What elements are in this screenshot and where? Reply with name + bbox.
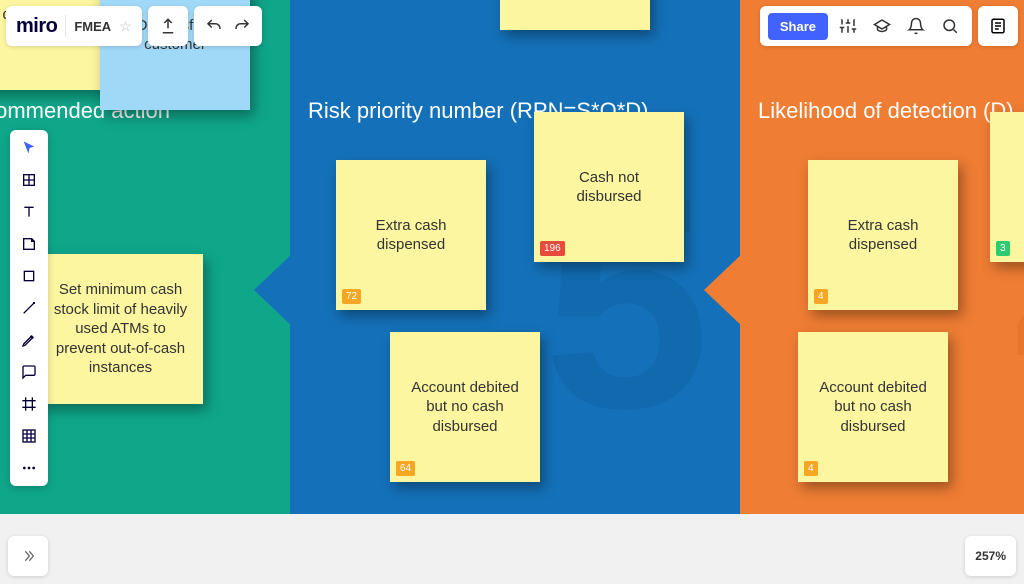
undo-icon[interactable] bbox=[204, 16, 224, 36]
sticky-text: Cash not disbursed bbox=[548, 168, 670, 207]
notes-panel-button[interactable] bbox=[978, 6, 1018, 46]
sticky-badge: 196 bbox=[540, 241, 565, 256]
pen-tool-icon[interactable] bbox=[19, 330, 39, 350]
sticky-tool-icon[interactable] bbox=[19, 234, 39, 254]
sticky-badge: 4 bbox=[804, 461, 818, 476]
sticky-badge: 72 bbox=[342, 289, 361, 304]
sticky-note[interactable]: Set minimum cash stock limit of heavily … bbox=[38, 254, 203, 404]
board-canvas[interactable]: Recommended action 5 Risk priority numbe… bbox=[0, 0, 1024, 584]
arrow-col1-col2 bbox=[254, 252, 294, 328]
zoom-level[interactable]: 257% bbox=[965, 536, 1016, 576]
frame-tool-icon[interactable] bbox=[19, 394, 39, 414]
top-bar-right: Share bbox=[760, 6, 1018, 46]
zoom-value: 257% bbox=[975, 549, 1006, 563]
sticky-note[interactable]: Extra cash dispensed 72 bbox=[336, 160, 486, 310]
shape-tool-icon[interactable] bbox=[19, 266, 39, 286]
presentation-icon[interactable] bbox=[868, 12, 896, 40]
comment-tool-icon[interactable] bbox=[19, 362, 39, 382]
sticky-note[interactable]: Cash not disbursed 3 bbox=[990, 112, 1024, 262]
templates-icon[interactable] bbox=[19, 170, 39, 190]
more-tools-icon[interactable] bbox=[19, 458, 39, 478]
collab-tools-group: Share bbox=[760, 6, 972, 46]
export-group bbox=[148, 6, 188, 46]
undo-redo-group bbox=[194, 6, 262, 46]
sticky-badge: 3 bbox=[996, 241, 1010, 256]
sticky-text: Account debited but no cash disbursed bbox=[404, 378, 526, 437]
board-name[interactable]: FMEA bbox=[74, 19, 111, 34]
top-bar-left: miro FMEA ☆ bbox=[6, 6, 262, 46]
sticky-note[interactable]: Account debited but no cash disbursed 64 bbox=[390, 332, 540, 482]
divider bbox=[65, 15, 66, 37]
sticky-text: Extra cash dispensed bbox=[350, 216, 472, 255]
tools-toolbar bbox=[10, 130, 48, 486]
line-tool-icon[interactable] bbox=[19, 298, 39, 318]
bottom-bar: 257% bbox=[0, 524, 1024, 584]
upload-icon[interactable] bbox=[158, 16, 178, 36]
notifications-icon[interactable] bbox=[902, 12, 930, 40]
settings-icon[interactable] bbox=[834, 12, 862, 40]
redo-icon[interactable] bbox=[232, 16, 252, 36]
sticky-note[interactable]: Account debited but no cash disbursed 4 bbox=[798, 332, 948, 482]
sticky-text: Cash not disbursed bbox=[1004, 168, 1024, 207]
sticky-note[interactable]: Extra cash dispensed 4 bbox=[808, 160, 958, 310]
sticky-note[interactable]: Cash not disbursed 196 bbox=[534, 112, 684, 262]
search-icon[interactable] bbox=[936, 12, 964, 40]
miro-logo[interactable]: miro bbox=[16, 15, 57, 38]
sticky-text: Account debited but no cash disbursed bbox=[812, 378, 934, 437]
table-tool-icon[interactable] bbox=[19, 426, 39, 446]
arrow-col2-col3 bbox=[704, 252, 744, 328]
top-bar: miro FMEA ☆ Share bbox=[6, 6, 1018, 46]
star-icon[interactable]: ☆ bbox=[119, 18, 132, 35]
share-button[interactable]: Share bbox=[768, 13, 828, 40]
sticky-badge: 4 bbox=[814, 289, 828, 304]
sticky-text: Extra cash dispensed bbox=[822, 216, 944, 255]
text-tool-icon[interactable] bbox=[19, 202, 39, 222]
board-info-group: miro FMEA ☆ bbox=[6, 6, 142, 46]
sticky-text: Set minimum cash stock limit of heavily … bbox=[52, 280, 189, 378]
select-tool-icon[interactable] bbox=[19, 138, 39, 158]
sticky-badge: 64 bbox=[396, 461, 415, 476]
expand-panel-button[interactable] bbox=[8, 536, 48, 576]
